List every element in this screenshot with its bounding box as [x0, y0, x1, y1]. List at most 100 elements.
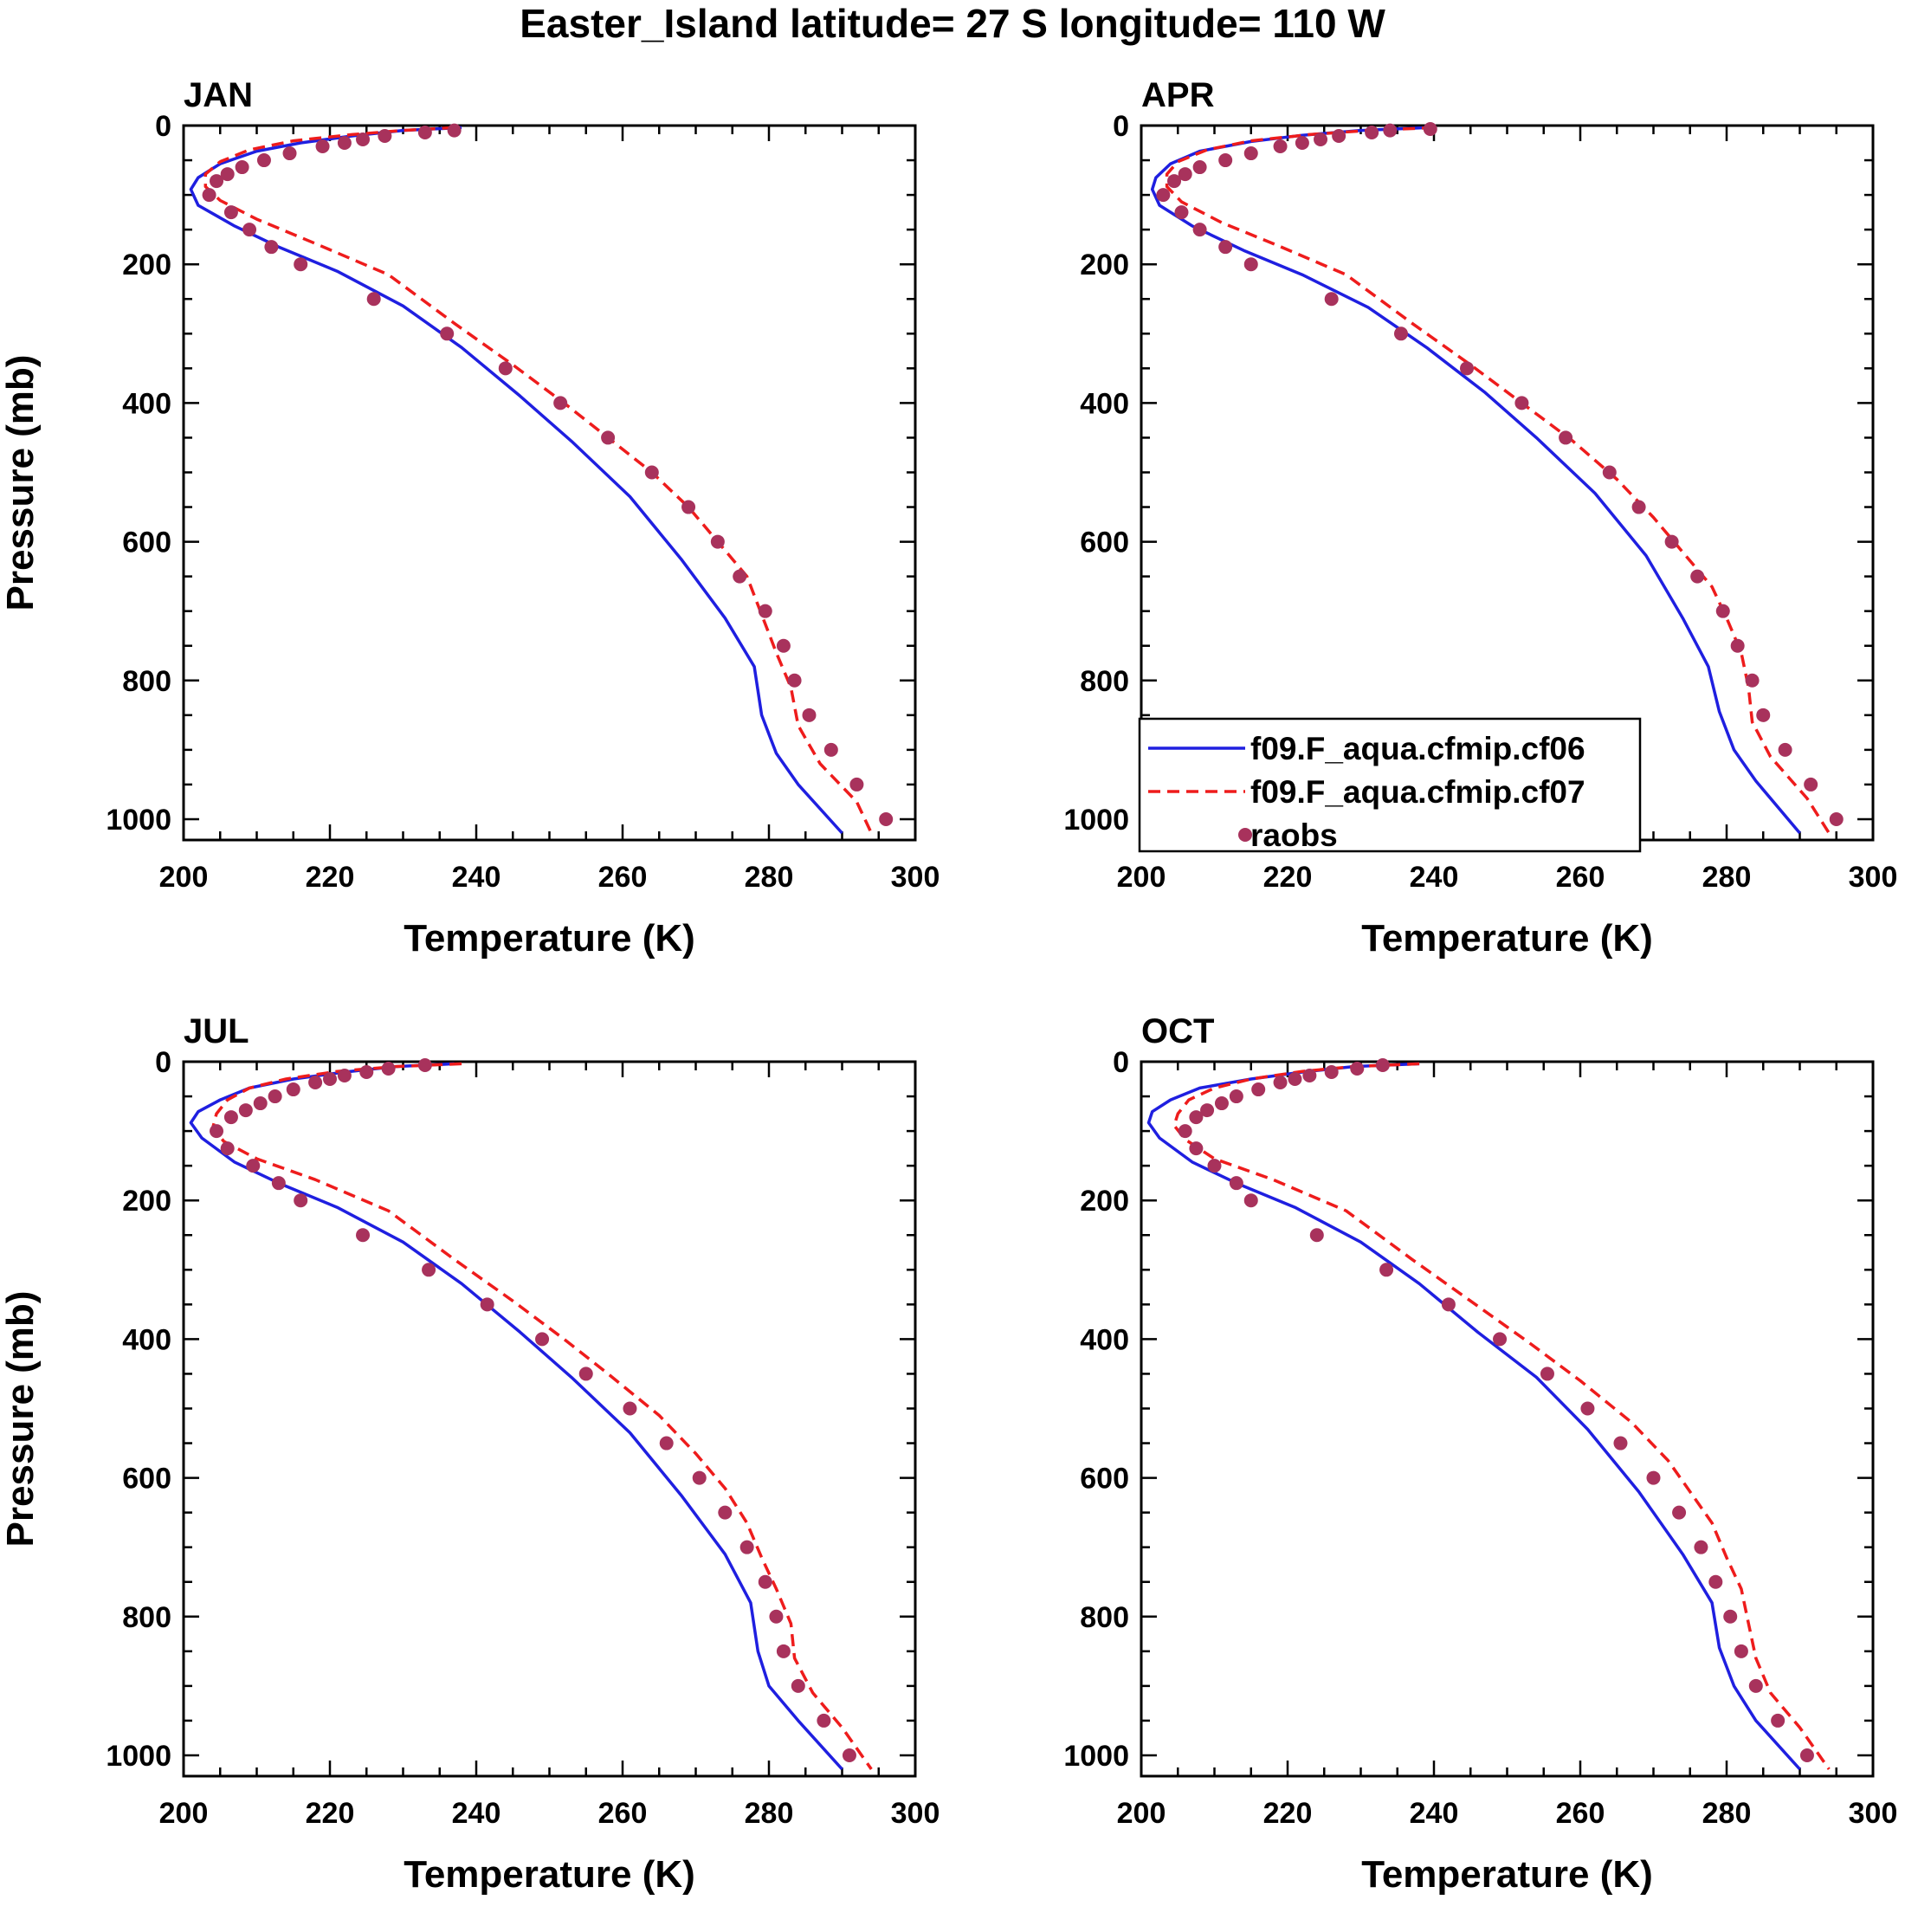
raobs-point: [220, 167, 235, 182]
panel-jul: JUL 200 220 240 260 280 300 0 200 400 600 800 1000 Te…: [0, 1012, 940, 1896]
raobs-point: [1332, 129, 1346, 144]
raobs-point: [202, 188, 216, 203]
y-tick-label: 400: [1080, 1323, 1129, 1356]
raobs-point: [1778, 742, 1792, 757]
raobs-point: [1708, 1574, 1723, 1589]
raobs-point: [1243, 257, 1258, 272]
raobs-point: [1379, 1263, 1394, 1277]
raobs-point: [733, 569, 747, 584]
raobs-point: [447, 123, 462, 138]
raobs-point: [1756, 708, 1771, 722]
x-axis-label: Temperature (K): [1361, 917, 1653, 960]
panels: JAN 200 220 240 260 280 300 0 200 400 600 800 1000 Te…: [0, 76, 1897, 1896]
x-tick-label: 200: [1117, 861, 1166, 894]
x-tick-label: 220: [306, 861, 355, 894]
series-raobs: [202, 123, 894, 826]
y-tick-label: 1000: [106, 1740, 171, 1773]
raobs-point: [323, 1072, 337, 1087]
series-line-cf06: [189, 1062, 843, 1771]
x-tick-label: 200: [1117, 1797, 1166, 1830]
plot-frame: [182, 124, 917, 842]
raobs-point: [417, 126, 432, 140]
y-tick-label: 0: [155, 1046, 171, 1079]
y-tick-label: 400: [122, 1323, 171, 1356]
raobs-point: [1804, 777, 1818, 792]
raobs-point: [1723, 1609, 1738, 1624]
raobs-point: [1631, 500, 1646, 514]
raobs-point: [1646, 1470, 1661, 1485]
series-raobs: [1156, 122, 1844, 826]
raobs-point: [1192, 160, 1207, 175]
x-tick-label: 280: [745, 1797, 794, 1830]
raobs-point: [1580, 1401, 1595, 1416]
x-tick-label: 240: [452, 1797, 501, 1830]
raobs-point: [282, 146, 297, 161]
series-line-cf06: [1146, 1062, 1801, 1771]
raobs-point: [1167, 174, 1182, 189]
panel-apr: APR 200 220 240 260 280 300 0 200 400 600 800 1000 Te…: [1063, 76, 1897, 960]
raobs-point: [787, 673, 802, 688]
x-axis-label: Temperature (K): [1361, 1853, 1653, 1896]
raobs-point: [739, 1540, 754, 1554]
raobs-point: [1694, 1540, 1708, 1554]
raobs-point: [1156, 188, 1171, 203]
x-tick-label: 260: [1556, 1797, 1605, 1830]
raobs-point: [1383, 123, 1398, 138]
raobs-point: [235, 160, 249, 175]
plot-frame: [1140, 1060, 1875, 1778]
raobs-point: [791, 1678, 805, 1693]
raobs-point: [422, 1263, 436, 1277]
raobs-point: [769, 1609, 784, 1624]
legend-label: raobs: [1250, 817, 1338, 853]
raobs-point: [1324, 292, 1339, 307]
x-tick-label: 240: [452, 861, 501, 894]
y-tick-label: 400: [1080, 387, 1129, 420]
series-line-cf07: [211, 1062, 873, 1771]
raobs-point: [1734, 1644, 1748, 1658]
raobs-point: [1559, 430, 1573, 445]
raobs-point: [710, 534, 725, 549]
raobs-point: [1288, 1072, 1302, 1087]
raobs-point: [1178, 167, 1192, 182]
raobs-point: [1664, 534, 1679, 549]
raobs-point: [1251, 1082, 1266, 1097]
raobs-point: [223, 205, 238, 220]
panel-title: OCT: [1141, 1012, 1214, 1050]
raobs-point: [1748, 1678, 1763, 1693]
raobs-point: [417, 1058, 432, 1073]
raobs-point: [223, 1110, 238, 1125]
raobs-point: [1745, 673, 1760, 688]
raobs-point: [1365, 126, 1379, 140]
panel-oct: OCT 200 220 240 260 280 300 0 200 400 600 800 1000 Te…: [1063, 1012, 1897, 1896]
raobs-point: [315, 139, 330, 154]
y-tick-label: 800: [122, 665, 171, 698]
y-tick-label: 600: [1080, 527, 1129, 559]
x-tick-label: 280: [1702, 1797, 1752, 1830]
raobs-point: [644, 465, 659, 480]
raobs-point: [1218, 240, 1233, 255]
raobs-point: [1493, 1332, 1508, 1347]
raobs-point: [1799, 1748, 1814, 1762]
raobs-point: [1460, 361, 1475, 376]
raobs-point: [366, 292, 381, 307]
y-tick-label: 400: [122, 387, 171, 420]
raobs-point: [238, 1103, 253, 1118]
raobs-point: [1200, 1103, 1215, 1118]
plot-frame: [182, 1060, 917, 1778]
raobs-point: [601, 430, 616, 445]
series-line-cf07: [203, 126, 873, 834]
raobs-point: [1441, 1297, 1456, 1312]
legend-label: f09.F_aqua.cfmip.cf06: [1250, 731, 1585, 766]
raobs-point: [1690, 569, 1705, 584]
x-tick-label: 240: [1410, 1797, 1459, 1830]
raobs-point: [498, 361, 513, 376]
raobs-point: [359, 1065, 374, 1080]
x-tick-label: 200: [159, 861, 209, 894]
raobs-point: [692, 1470, 707, 1485]
series-raobs: [1178, 1058, 1814, 1762]
legend-box: [1138, 717, 1642, 853]
raobs-point: [879, 811, 894, 826]
raobs-point: [1218, 153, 1233, 168]
x-tick-label: 300: [891, 1797, 940, 1830]
raobs-point: [1229, 1176, 1243, 1191]
